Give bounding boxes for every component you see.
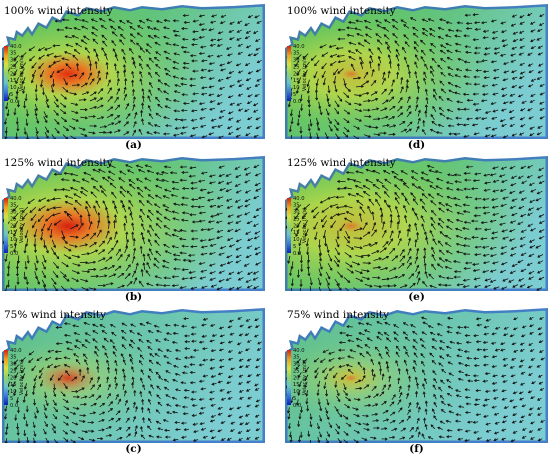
- panel-title: 125% wind intensity: [4, 157, 113, 169]
- panel-d: 40.0 35 30 25 20 15 10 5 0.0 Velocity (m/s) 100% …: [285, 4, 548, 152]
- panel-title: 75% wind intensity: [4, 309, 107, 321]
- colorbar-tick: 40.0: [10, 44, 22, 50]
- colorbar-tick: 25: [293, 64, 300, 70]
- colorbar-tick: 10: [293, 389, 300, 395]
- colorbar-tick: 35: [10, 355, 17, 361]
- colorbar-tick: 10: [10, 85, 17, 91]
- colorbar-tick: 5: [293, 92, 296, 98]
- colorbar-tick: 10: [293, 85, 300, 91]
- colorbar-tick: 5: [293, 244, 296, 250]
- panel-title: 125% wind intensity: [287, 157, 396, 169]
- colorbar-tick: 0.0: [10, 99, 18, 105]
- colorbar-tick: 15: [293, 230, 300, 236]
- panel-title: 100% wind intensity: [287, 5, 396, 17]
- panel-caption: (c): [125, 443, 142, 455]
- colorbar-tick: 15: [10, 230, 17, 236]
- panel-caption: (a): [125, 139, 142, 151]
- colorbar-tick: 0.0: [10, 403, 18, 409]
- colorbar-tick: 40.0: [293, 44, 305, 50]
- colorbar-tick: 25: [10, 216, 17, 222]
- colorbar-tick: 40.0: [293, 348, 305, 354]
- colorbar-tick: 25: [10, 64, 17, 70]
- colorbar-tick: 40.0: [293, 196, 305, 202]
- panel-b: 40.0 35 30 25 20 15 10 5 0.0 Velocity (m/s) 125% …: [2, 156, 265, 304]
- panel-title: 75% wind intensity: [287, 309, 390, 321]
- colorbar-tick: 0.0: [293, 251, 301, 257]
- colorbar-tick: 20: [10, 71, 17, 77]
- colorbar-tick: 15: [293, 382, 300, 388]
- colorbar-tick: 30: [10, 58, 17, 64]
- colorbar-tick: 5: [10, 244, 13, 250]
- colorbar-tick: 25: [293, 216, 300, 222]
- colorbar-tick: 35: [10, 203, 17, 209]
- colorbar-tick: 20: [293, 223, 300, 229]
- colorbar-tick: 15: [10, 78, 17, 84]
- colorbar-tick: 20: [293, 71, 300, 77]
- colorbar-tick: 0.0: [293, 99, 301, 105]
- colorbar-tick: 20: [10, 375, 17, 381]
- colorbar-tick: 30: [10, 362, 17, 368]
- panel-caption: (e): [408, 291, 425, 303]
- colorbar-tick: 15: [293, 78, 300, 84]
- colorbar-tick: 35: [293, 355, 300, 361]
- panel-e: 40.0 35 30 25 20 15 10 5 0.0 Velocity (m/s) 125% …: [285, 156, 548, 304]
- colorbar-label: Velocity (m/s): [19, 56, 25, 92]
- colorbar-tick: 10: [10, 237, 17, 243]
- colorbar-tick: 35: [293, 203, 300, 209]
- colorbar-tick: 5: [10, 92, 13, 98]
- panel-f: 40.0 35 30 25 20 15 10 5 0.0 Velocity (m/s) 75% w…: [285, 308, 548, 456]
- panel-c: 40.0 35 30 25 20 15 10 5 0.0 Velocity (m/s) 75% w…: [2, 308, 265, 456]
- colorbar-label: Velocity (m/s): [19, 208, 25, 244]
- colorbar-tick: 30: [10, 210, 17, 216]
- colorbar-tick: 30: [293, 58, 300, 64]
- colorbar-tick: 35: [10, 51, 17, 57]
- colorbar-tick: 40.0: [10, 196, 22, 202]
- colorbar-tick: 10: [10, 389, 17, 395]
- panel-title: 100% wind intensity: [4, 5, 113, 17]
- colorbar-tick: 35: [293, 51, 300, 57]
- colorbar-tick: 25: [293, 368, 300, 374]
- panel-a: 40.0 35 30 25 20 15 10 5 0.0 Velocity (m/s) 100% …: [2, 4, 265, 152]
- colorbar-tick: 5: [293, 396, 296, 402]
- colorbar-tick: 0.0: [293, 403, 301, 409]
- colorbar-label: Velocity (m/s): [302, 360, 308, 396]
- colorbar-tick: 30: [293, 362, 300, 368]
- panel-caption: (d): [407, 139, 426, 151]
- colorbar-tick: 20: [293, 375, 300, 381]
- colorbar-label: Velocity (m/s): [302, 56, 308, 92]
- colorbar-tick: 30: [293, 210, 300, 216]
- colorbar-tick: 40.0: [10, 348, 22, 354]
- colorbar-tick: 15: [10, 382, 17, 388]
- colorbar-tick: 10: [293, 237, 300, 243]
- colorbar-label: Velocity (m/s): [302, 208, 308, 244]
- colorbar-tick: 0.0: [10, 251, 18, 257]
- colorbar-label: Velocity (m/s): [19, 360, 25, 396]
- panel-caption: (f): [409, 443, 424, 455]
- colorbar-tick: 5: [10, 396, 13, 402]
- colorbar-tick: 25: [10, 368, 17, 374]
- colorbar-tick: 20: [10, 223, 17, 229]
- panel-caption: (b): [124, 291, 143, 303]
